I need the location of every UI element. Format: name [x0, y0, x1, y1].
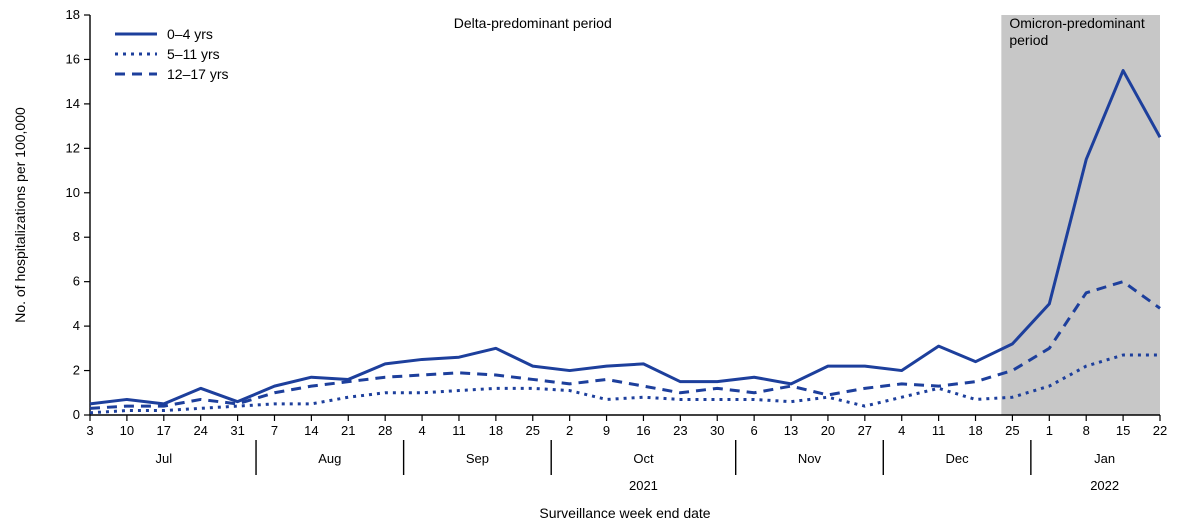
series-line — [90, 71, 1160, 404]
y-tick-label: 4 — [73, 318, 80, 333]
y-tick-label: 6 — [73, 274, 80, 289]
x-month-label: Aug — [318, 451, 341, 466]
x-day-label: 14 — [304, 423, 318, 438]
x-day-label: 18 — [968, 423, 982, 438]
x-day-label: 3 — [86, 423, 93, 438]
x-day-label: 4 — [418, 423, 425, 438]
omicron-period-label-line1: Omicron-predominant — [1009, 15, 1144, 31]
legend-label: 0–4 yrs — [167, 26, 213, 42]
delta-period-label: Delta-predominant period — [454, 15, 612, 31]
chart-container: 0246810121416183101724317142128411182529… — [0, 0, 1185, 532]
x-day-label: 20 — [821, 423, 835, 438]
y-tick-label: 16 — [66, 51, 80, 66]
x-year-label: 2021 — [629, 478, 658, 493]
x-day-label: 6 — [751, 423, 758, 438]
x-day-label: 1 — [1046, 423, 1053, 438]
x-day-label: 18 — [489, 423, 503, 438]
x-day-label: 31 — [230, 423, 244, 438]
omicron-period-label-line2: period — [1009, 32, 1048, 48]
series-line — [90, 282, 1160, 409]
x-day-label: 2 — [566, 423, 573, 438]
x-day-label: 21 — [341, 423, 355, 438]
x-day-label: 28 — [378, 423, 392, 438]
x-month-label: Nov — [798, 451, 822, 466]
x-month-label: Dec — [946, 451, 970, 466]
x-day-label: 25 — [1005, 423, 1019, 438]
x-day-label: 7 — [271, 423, 278, 438]
x-day-label: 9 — [603, 423, 610, 438]
y-tick-label: 2 — [73, 363, 80, 378]
x-year-label: 2022 — [1090, 478, 1119, 493]
x-month-label: Sep — [466, 451, 489, 466]
x-month-label: Jan — [1094, 451, 1115, 466]
y-tick-label: 8 — [73, 229, 80, 244]
x-day-label: 16 — [636, 423, 650, 438]
x-month-label: Jul — [155, 451, 172, 466]
x-day-label: 17 — [157, 423, 171, 438]
omicron-period-region — [1001, 15, 1160, 415]
x-day-label: 15 — [1116, 423, 1130, 438]
y-tick-label: 10 — [66, 185, 80, 200]
y-tick-label: 0 — [73, 407, 80, 422]
y-tick-label: 12 — [66, 140, 80, 155]
x-day-label: 22 — [1153, 423, 1167, 438]
x-day-label: 24 — [193, 423, 207, 438]
x-axis-label: Surveillance week end date — [539, 505, 710, 521]
x-day-label: 10 — [120, 423, 134, 438]
x-day-label: 30 — [710, 423, 724, 438]
legend-label: 5–11 yrs — [167, 46, 220, 62]
x-day-label: 11 — [932, 423, 946, 438]
hospitalization-chart: 0246810121416183101724317142128411182529… — [0, 0, 1185, 532]
y-axis-label: No. of hospitalizations per 100,000 — [12, 107, 28, 323]
x-day-label: 11 — [452, 423, 466, 438]
x-day-label: 8 — [1083, 423, 1090, 438]
x-day-label: 4 — [898, 423, 905, 438]
x-day-label: 23 — [673, 423, 687, 438]
legend-label: 12–17 yrs — [167, 66, 228, 82]
y-tick-label: 18 — [66, 7, 80, 22]
x-month-label: Oct — [633, 451, 654, 466]
x-day-label: 25 — [526, 423, 540, 438]
x-day-label: 27 — [858, 423, 872, 438]
x-day-label: 13 — [784, 423, 798, 438]
y-tick-label: 14 — [66, 96, 80, 111]
